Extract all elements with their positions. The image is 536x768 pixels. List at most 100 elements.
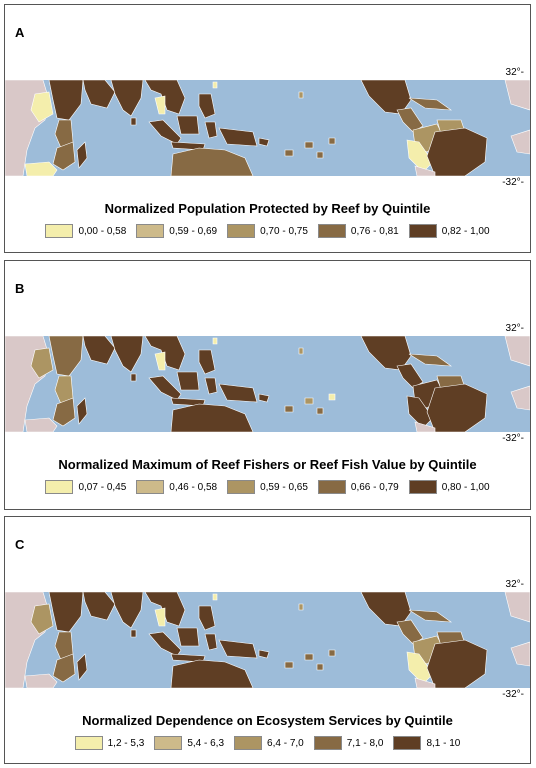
legend-item: 6,4 - 7,0 — [234, 736, 304, 750]
legend-label: 0,59 - 0,65 — [260, 481, 308, 493]
legend-swatch — [45, 480, 74, 494]
legend-item: 0,82 - 1,00 — [408, 224, 490, 238]
country-philippines — [198, 605, 216, 631]
country-ecuador-peru — [406, 651, 434, 685]
country-mozambique — [52, 141, 76, 171]
legend-swatch — [317, 224, 346, 238]
country-australia — [170, 403, 254, 432]
country-arabia — [82, 80, 116, 109]
legend-label: 1,2 - 5,3 — [107, 737, 145, 749]
legend-swatch — [408, 480, 437, 494]
country-thailand — [154, 351, 166, 371]
country-cuba-caribbean — [408, 609, 453, 623]
legend-item: 8,1 - 10 — [393, 736, 460, 750]
country-fiji — [284, 661, 294, 669]
legend-label: 0,59 - 0,69 — [169, 225, 218, 237]
legend-label: 0,80 - 1,00 — [441, 481, 490, 493]
country-madagascar — [76, 397, 88, 425]
legend-label: 0,07 - 0,45 — [78, 481, 127, 493]
country-ecuador-peru — [406, 139, 434, 173]
latitude-label-south: -32°- — [502, 177, 524, 188]
country-tonga — [316, 407, 324, 415]
legend-item: 1,2 - 5,3 — [74, 736, 145, 750]
latitude-label-north: 32°- — [505, 579, 524, 590]
country-sri-lanka — [130, 373, 137, 382]
country-south-africa — [24, 417, 58, 432]
country-south-america-s — [414, 421, 436, 432]
legend-label: 0,82 - 1,00 — [441, 225, 490, 237]
legend-item: 0,70 - 0,75 — [227, 224, 308, 238]
country-west-africa — [30, 603, 54, 635]
legend-label: 8,1 - 10 — [426, 737, 461, 749]
country-mozambique — [52, 653, 76, 683]
country-west-africa-east — [504, 80, 530, 111]
country-madagascar — [76, 653, 88, 681]
latitude-label-south: -32°- — [502, 689, 524, 700]
country-papua — [218, 127, 258, 147]
legend-label: 5,4 - 6,3 — [187, 737, 225, 749]
legend-item: 0,59 - 0,65 — [227, 480, 308, 494]
country-brazil — [426, 383, 488, 432]
country-thailand — [154, 95, 166, 115]
country-solomon-is — [258, 649, 270, 659]
legend-swatch — [154, 736, 183, 750]
legend-item: 0,00 - 0,58 — [45, 224, 126, 238]
legend-swatch — [234, 736, 263, 750]
legend-label: 0,46 - 0,58 — [169, 481, 218, 493]
tropical-reef-map — [5, 80, 530, 176]
legend-item: 7,1 - 8,0 — [313, 736, 384, 750]
country-samoa — [304, 397, 314, 405]
country-micronesia-1 — [212, 593, 218, 601]
country-sri-lanka — [130, 117, 137, 126]
tropical-reef-map — [5, 336, 530, 432]
country-australia — [170, 659, 254, 688]
tropical-reef-map — [5, 592, 530, 688]
country-papua — [218, 383, 258, 403]
country-cook-is — [328, 649, 336, 657]
map-legend: 0,07 - 0,45 0,46 - 0,58 0,59 - 0,65 0,66… — [5, 480, 530, 494]
legend-swatch — [313, 736, 342, 750]
legend-label: 0,66 - 0,79 — [350, 481, 399, 493]
country-gulf-of-guinea — [510, 129, 530, 155]
country-micronesia-2 — [298, 603, 304, 611]
legend-swatch — [227, 224, 256, 238]
country-west-africa-east — [504, 592, 530, 623]
legend-swatch — [136, 224, 165, 238]
legend-swatch — [393, 736, 422, 750]
country-south-america-s — [414, 165, 436, 176]
country-arabia — [82, 592, 116, 621]
legend-item: 0,80 - 1,00 — [408, 480, 490, 494]
country-ecuador-peru — [406, 395, 434, 429]
legend-item: 5,4 - 6,3 — [154, 736, 224, 750]
legend-label: 7,1 - 8,0 — [346, 737, 384, 749]
country-sulawesi — [204, 121, 218, 139]
country-fiji — [284, 149, 294, 157]
legend-label: 0,70 - 0,75 — [260, 225, 308, 237]
country-brazil — [426, 639, 488, 688]
country-fiji — [284, 405, 294, 413]
country-cook-is — [328, 393, 336, 401]
legend-swatch — [136, 480, 165, 494]
legend-item: 0,59 - 0,69 — [136, 224, 217, 238]
country-cook-is — [328, 137, 336, 145]
country-tonga — [316, 663, 324, 671]
legend-title: Normalized Maximum of Reef Fishers or Re… — [58, 457, 477, 472]
country-gulf-of-guinea — [510, 385, 530, 411]
country-south-america-s — [414, 677, 436, 688]
country-sumatra — [148, 119, 182, 145]
map-legend: 0,00 - 0,58 0,59 - 0,69 0,70 - 0,75 0,76… — [5, 224, 530, 238]
country-cuba-caribbean — [408, 97, 453, 111]
latitude-label-north: 32°- — [505, 67, 524, 78]
country-borneo — [176, 115, 200, 135]
country-samoa — [304, 141, 314, 149]
legend-title: Normalized Population Protected by Reef … — [104, 201, 431, 216]
country-sulawesi — [204, 633, 218, 651]
country-sri-lanka — [130, 629, 137, 638]
country-solomon-is — [258, 137, 270, 147]
country-thailand — [154, 607, 166, 627]
country-west-africa — [30, 91, 54, 123]
country-samoa — [304, 653, 314, 661]
country-arabia — [82, 336, 116, 365]
country-tonga — [316, 151, 324, 159]
map-panel-a: A 32°- -32°- Normalized Population Prote… — [4, 4, 531, 253]
